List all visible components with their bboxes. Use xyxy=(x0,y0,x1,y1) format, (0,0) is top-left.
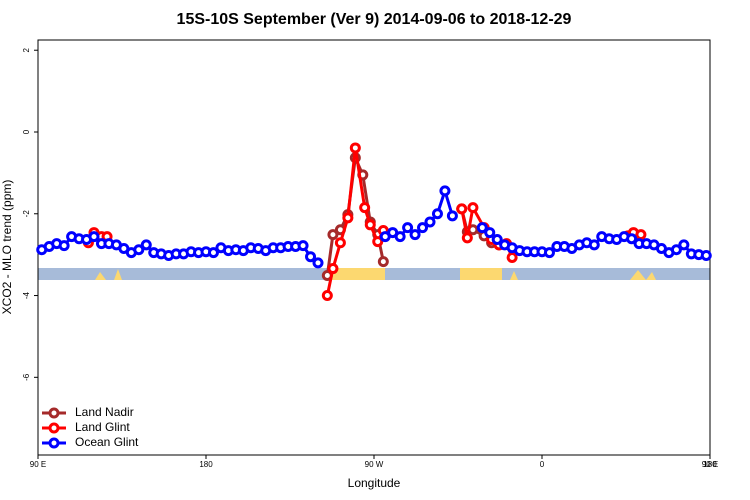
data-point xyxy=(305,251,317,263)
data-point xyxy=(402,222,414,234)
data-point xyxy=(342,212,354,224)
data-point xyxy=(327,263,339,275)
data-point xyxy=(372,236,384,248)
data-point xyxy=(635,229,647,241)
data-point xyxy=(543,247,555,259)
data-point xyxy=(88,231,100,243)
land-strip xyxy=(510,271,518,280)
data-point xyxy=(133,244,145,256)
data-point xyxy=(321,290,333,302)
data-point xyxy=(588,239,600,251)
data-point xyxy=(334,237,346,249)
data-point xyxy=(58,240,70,252)
x-tick-label: 90 W xyxy=(365,460,384,469)
y-tick-label: -2 xyxy=(22,210,31,218)
y-tick-label: -6 xyxy=(22,373,31,381)
y-tick-label: 2 xyxy=(22,47,31,52)
legend-marker xyxy=(48,407,60,419)
land-strip xyxy=(330,268,385,280)
data-point xyxy=(364,219,376,231)
x-tick-label: 180 xyxy=(703,460,717,469)
legend-marker xyxy=(48,437,60,449)
data-point xyxy=(359,202,371,214)
data-point xyxy=(439,185,451,197)
x-tick-label: 90 E xyxy=(30,460,46,469)
data-point xyxy=(456,203,468,215)
terrain-strip xyxy=(38,268,710,280)
data-point xyxy=(394,231,406,243)
series xyxy=(36,185,712,269)
data-point xyxy=(461,232,473,244)
data-point xyxy=(207,247,219,259)
land-strip xyxy=(630,270,656,280)
data-point xyxy=(349,142,361,154)
data-point xyxy=(297,240,309,252)
data-point xyxy=(626,233,638,245)
data-point xyxy=(506,252,518,264)
chart-title: 15S-10S September (Ver 9) 2014-09-06 to … xyxy=(177,11,572,28)
x-tick-label: 0 xyxy=(540,460,545,469)
x-axis-label: Longitude xyxy=(348,476,401,490)
x-tick-label: 90 E xyxy=(702,460,718,469)
y-tick-label: 0 xyxy=(22,129,31,134)
data-point xyxy=(431,208,443,220)
data-point xyxy=(678,239,690,251)
legend-marker xyxy=(48,422,60,434)
data-point xyxy=(409,229,421,241)
data-point xyxy=(312,257,324,269)
data-point xyxy=(377,256,389,268)
data-point xyxy=(700,249,712,261)
y-tick-label: -4 xyxy=(22,291,31,299)
land-strip xyxy=(460,268,502,280)
data-point xyxy=(327,229,339,241)
data-point xyxy=(140,239,152,251)
data-point xyxy=(491,234,503,246)
legend-label: Ocean Glint xyxy=(75,435,139,449)
x-tick-label: 180 xyxy=(199,460,213,469)
data-point xyxy=(467,202,479,214)
data-point xyxy=(484,227,496,239)
land-strip xyxy=(95,272,106,280)
data-point xyxy=(476,222,488,234)
y-axis-label: XCO2 - MLO trend (ppm) xyxy=(0,180,14,315)
land-strip xyxy=(114,269,122,280)
legend-label: Land Nadir xyxy=(75,405,134,419)
data-point xyxy=(417,222,429,234)
data-point xyxy=(446,210,458,222)
data-point xyxy=(670,244,682,256)
legend-label: Land Glint xyxy=(75,420,130,434)
data-point xyxy=(424,216,436,228)
